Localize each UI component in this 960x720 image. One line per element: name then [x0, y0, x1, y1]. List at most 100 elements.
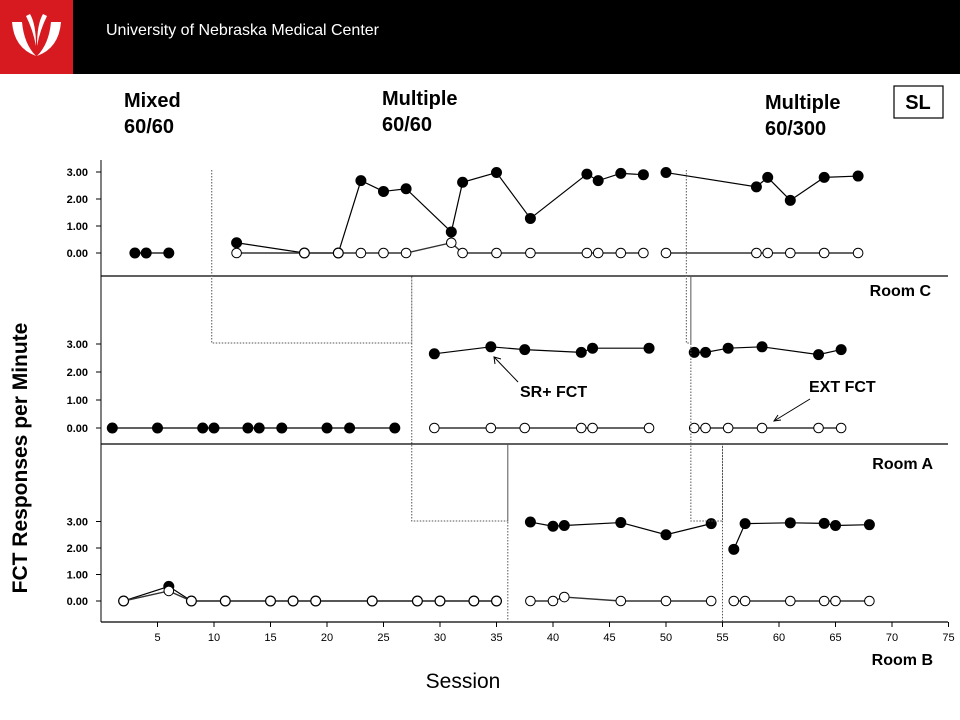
- data-point-ext-fct: [446, 237, 457, 249]
- x-tick-label: 65: [829, 632, 841, 644]
- data-point-ext-fct: [643, 422, 655, 434]
- data-point-ext-fct: [333, 247, 344, 259]
- x-tick-label: 40: [547, 632, 559, 644]
- data-point-ext-fct: [762, 247, 774, 259]
- data-point-ext-fct: [739, 595, 751, 607]
- y-tick-label: 0.00: [67, 248, 88, 260]
- data-point-ext-fct: [366, 595, 378, 607]
- data-point-ext-fct: [575, 422, 587, 434]
- data-point-sr-fct: [457, 176, 469, 188]
- x-tick-label: 75: [942, 632, 954, 644]
- data-point-sr-fct: [547, 520, 559, 532]
- data-point-ext-fct: [688, 422, 700, 434]
- series-line-sr-fct: [434, 346, 650, 355]
- data-point-sr-fct: [524, 516, 536, 528]
- data-point-ext-fct: [615, 595, 627, 607]
- data-point-sr-fct: [615, 167, 627, 179]
- y-tick-label: 2.00: [67, 194, 88, 206]
- data-point-sr-fct: [519, 344, 531, 356]
- data-point-sr-fct: [485, 341, 497, 353]
- data-point-sr-fct: [722, 342, 734, 354]
- data-point-sr-fct: [378, 185, 389, 197]
- y-tick-label: 1.00: [67, 395, 88, 407]
- y-tick-label: 2.00: [67, 367, 88, 379]
- annotation-sr-fct-arrowhead: [493, 356, 502, 365]
- phase-change-line: [211, 170, 509, 622]
- room-label-c: Room C: [870, 283, 932, 300]
- data-point-ext-fct: [287, 595, 299, 607]
- data-point-sr-fct: [428, 348, 440, 360]
- y-tick-label: 3.00: [67, 517, 88, 529]
- unmc-logo-icon: [12, 14, 61, 56]
- x-tick-label: 20: [321, 632, 333, 644]
- annotation-ext-fct: EXT FCT: [809, 379, 876, 396]
- data-point-ext-fct: [852, 247, 864, 259]
- data-point-ext-fct: [434, 595, 446, 607]
- annotation-ext-fct-arrow: [773, 398, 811, 422]
- data-point-sr-fct: [389, 422, 401, 434]
- data-point-ext-fct: [559, 591, 570, 603]
- x-tick-label: 55: [716, 632, 728, 644]
- sl-box: [893, 85, 944, 119]
- data-point-ext-fct: [186, 595, 197, 607]
- data-point-sr-fct: [129, 247, 141, 259]
- y-tick-label: 3.00: [67, 167, 88, 179]
- data-point-sr-fct: [208, 422, 220, 434]
- x-tick-label: 25: [377, 632, 389, 644]
- unmc-logo: [0, 0, 73, 74]
- x-tick-label: 45: [603, 632, 615, 644]
- phase-label-multiple-a-1: Multiple: [382, 88, 458, 110]
- data-point-sr-fct: [818, 517, 830, 529]
- room-label-b: Room B: [872, 652, 933, 669]
- data-point-ext-fct: [519, 422, 531, 434]
- data-point-sr-fct: [762, 171, 774, 183]
- data-point-ext-fct: [355, 247, 367, 259]
- data-point-ext-fct: [581, 247, 593, 259]
- data-point-ext-fct: [163, 585, 175, 597]
- data-point-sr-fct: [163, 247, 175, 259]
- data-point-ext-fct: [457, 247, 468, 259]
- data-point-sr-fct: [445, 226, 457, 238]
- phase-label-mixed-1: Mixed: [124, 90, 181, 112]
- y-tick-label: 2.00: [67, 543, 88, 555]
- data-point-sr-fct: [231, 237, 243, 249]
- data-point-sr-fct: [813, 349, 825, 361]
- series-line-sr-fct: [665, 171, 859, 202]
- data-point-ext-fct: [756, 422, 768, 434]
- data-point-sr-fct: [863, 519, 875, 531]
- data-point-sr-fct: [830, 519, 841, 531]
- data-point-sr-fct: [400, 183, 412, 195]
- data-point-sr-fct: [344, 422, 356, 434]
- data-point-sr-fct: [852, 170, 864, 182]
- x-tick-label: 50: [660, 632, 672, 644]
- data-point-ext-fct: [728, 595, 740, 607]
- phase-label-mixed-2: 60/60: [124, 116, 174, 138]
- x-axis-title: Session: [426, 670, 501, 693]
- data-point-sr-fct: [592, 175, 604, 187]
- data-point-ext-fct: [491, 595, 502, 607]
- x-tick-label: 15: [264, 632, 276, 644]
- data-point-ext-fct: [468, 595, 480, 607]
- data-point-ext-fct: [830, 595, 841, 607]
- data-point-sr-fct: [739, 518, 751, 530]
- data-point-sr-fct: [637, 169, 649, 181]
- data-point-sr-fct: [688, 346, 700, 358]
- x-tick-label: 35: [490, 632, 502, 644]
- data-point-ext-fct: [118, 595, 129, 607]
- data-point-ext-fct: [491, 247, 502, 259]
- data-point-sr-fct: [140, 247, 152, 259]
- data-point-sr-fct: [615, 517, 627, 529]
- data-point-sr-fct: [643, 342, 655, 354]
- y-tick-label: 0.00: [67, 423, 88, 435]
- sl-label: SL: [905, 92, 931, 114]
- data-point-sr-fct: [276, 422, 288, 434]
- y-tick-label: 3.00: [67, 339, 88, 351]
- phase-label-multiple-b-2: 60/300: [765, 118, 826, 140]
- data-point-sr-fct: [355, 175, 367, 187]
- data-point-sr-fct: [558, 519, 570, 531]
- header-title: University of Nebraska Medical Center: [106, 22, 379, 39]
- data-point-sr-fct: [321, 422, 333, 434]
- data-point-sr-fct: [106, 422, 118, 434]
- x-tick-label: 60: [773, 632, 785, 644]
- phase-change-line: [685, 170, 723, 622]
